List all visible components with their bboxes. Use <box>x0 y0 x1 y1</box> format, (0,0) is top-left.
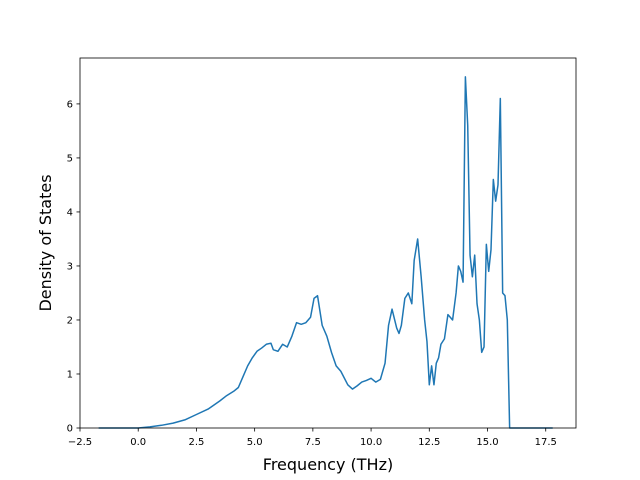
x-axis-ticks: −2.5 0.0 2.5 5.0 7.5 10.0 12.5 15.0 17.5 <box>68 428 557 448</box>
y-tick-label: 1 <box>67 369 73 380</box>
y-tick-label: 6 <box>67 99 73 110</box>
x-tick-label: 0.0 <box>130 437 146 448</box>
x-tick-label: 17.5 <box>535 437 557 448</box>
y-tick-label: 4 <box>67 207 73 218</box>
y-axis-label: Density of States <box>36 174 55 311</box>
y-tick-label: 2 <box>67 315 73 326</box>
y-tick-label: 0 <box>67 424 73 435</box>
dos-series-line <box>98 76 553 429</box>
x-tick-label: 7.5 <box>305 437 321 448</box>
y-axis-ticks: 0 1 2 3 4 5 6 <box>67 99 80 435</box>
x-tick-label: 12.5 <box>418 437 440 448</box>
x-tick-label: 10.0 <box>360 437 382 448</box>
x-tick-label: −2.5 <box>68 437 92 448</box>
plot-area <box>98 76 553 429</box>
y-tick-label: 5 <box>67 153 73 164</box>
axes-frame <box>79 57 577 429</box>
x-axis-label: Frequency (THz) <box>263 455 393 474</box>
y-tick-label: 3 <box>67 261 73 272</box>
x-tick-label: 15.0 <box>476 437 498 448</box>
x-tick-label: 5.0 <box>247 437 263 448</box>
x-tick-label: 2.5 <box>188 437 204 448</box>
